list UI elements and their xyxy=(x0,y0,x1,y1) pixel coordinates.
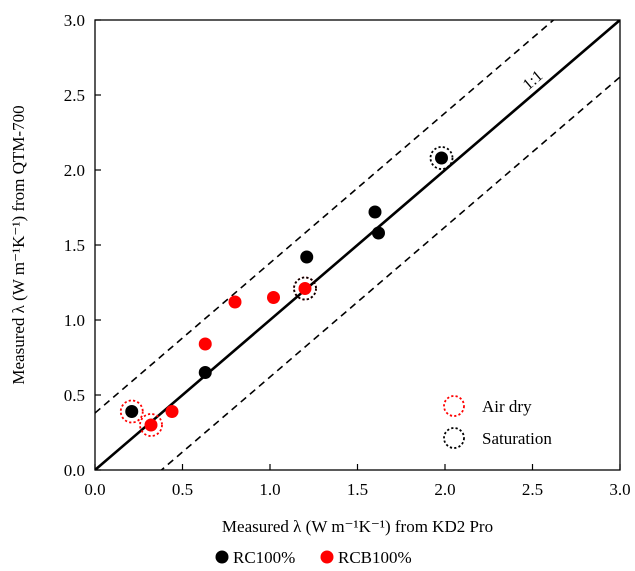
point-rc100- xyxy=(300,250,314,264)
y-tick-label: 3.0 xyxy=(64,11,85,30)
point-rcb100- xyxy=(298,282,312,295)
point-rc100- xyxy=(435,151,448,165)
series-legend: RC100% RCB100% xyxy=(215,548,412,567)
x-tick-label: 0.5 xyxy=(172,480,193,499)
highlight-circles xyxy=(119,146,454,437)
upper-bound-line xyxy=(95,20,555,414)
point-rc100- xyxy=(372,226,385,240)
legend-marker-rcb100- xyxy=(320,550,334,564)
point-rcb100- xyxy=(165,405,179,418)
legend-label: RCB100% xyxy=(338,548,412,567)
highlight-legend: Air dry Saturation xyxy=(443,395,552,449)
one-to-one-line xyxy=(95,20,620,470)
highlight-saturation xyxy=(293,276,317,301)
x-tick-label: 2.0 xyxy=(434,480,455,499)
point-rcb100- xyxy=(267,291,280,304)
point-rc100- xyxy=(368,205,382,219)
y-tick-label: 1.5 xyxy=(64,236,85,255)
legend-label: RC100% xyxy=(233,548,295,567)
x-tick-label: 2.5 xyxy=(522,480,543,499)
legend-label: Saturation xyxy=(482,429,552,448)
point-rcb100- xyxy=(144,418,158,432)
point-rcb100- xyxy=(198,337,212,351)
axes: 0.0 0.5 1.0 1.5 2.0 2.5 3.0 0.0 0.5 1.0 1.5 2.0 2.5 3… xyxy=(64,11,631,499)
legend-marker-rc100- xyxy=(215,550,229,564)
y-tick-label: 2.5 xyxy=(64,86,85,105)
highlight-air-dry xyxy=(119,399,144,424)
y-tick-label: 1.0 xyxy=(64,311,85,330)
y-tick-label: 0.5 xyxy=(64,386,85,405)
lower-bound-line xyxy=(160,76,620,470)
highlight-saturation xyxy=(429,146,454,170)
point-rc100- xyxy=(125,405,139,418)
legend-marker-saturation xyxy=(443,427,465,449)
x-tick-label: 1.0 xyxy=(259,480,280,499)
x-tick-label: 3.0 xyxy=(609,480,630,499)
highlight-air-dry xyxy=(139,413,163,437)
x-tick-label: 0.0 xyxy=(84,480,105,499)
y-tick-label: 2.0 xyxy=(64,161,85,180)
y-tick-label: 0.0 xyxy=(64,461,85,480)
point-rc100- xyxy=(198,366,212,379)
y-axis-title: Measured λ (W m⁻¹K⁻¹) from QTM-700 xyxy=(9,105,28,384)
legend-label: Air dry xyxy=(482,397,532,416)
x-axis-title: Measured λ (W m⁻¹K⁻¹) from KD2 Pro xyxy=(222,517,493,536)
data-points xyxy=(125,151,448,432)
legend-marker-air-dry xyxy=(443,395,465,417)
reference-lines xyxy=(95,20,620,470)
one-to-one-label: 1:1 xyxy=(520,67,547,93)
point-rcb100- xyxy=(228,295,242,309)
x-tick-label: 1.5 xyxy=(347,480,368,499)
